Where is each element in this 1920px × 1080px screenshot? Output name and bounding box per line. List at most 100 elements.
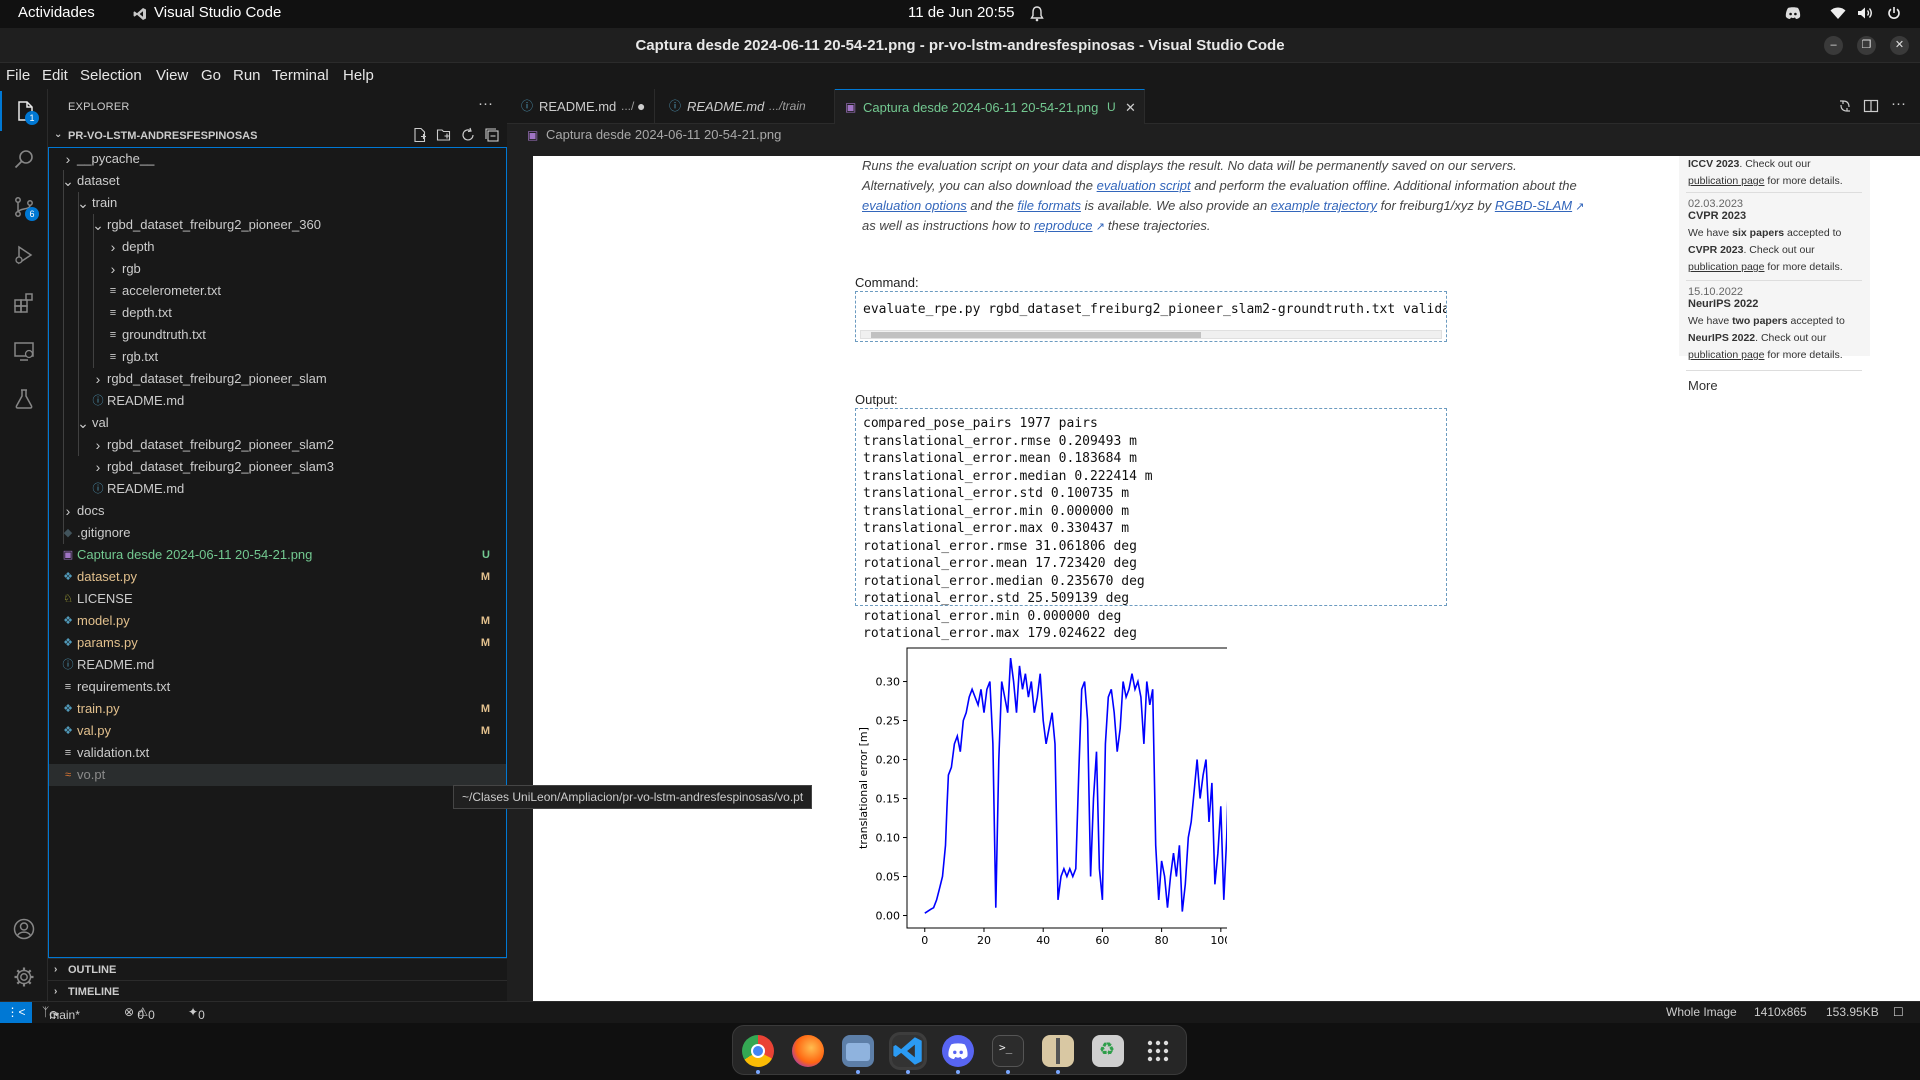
- branch-indicator[interactable]: ᛉ main* ⟳: [42, 1005, 80, 1022]
- extensions-activity-icon[interactable]: [0, 283, 48, 323]
- rgbd-slam-link[interactable]: RGBD-SLAM: [1494, 198, 1573, 213]
- menu-run[interactable]: Run: [233, 67, 261, 84]
- activities-button[interactable]: Actividades: [18, 4, 95, 21]
- tree-file[interactable]: ≡ depth.txt: [49, 302, 506, 324]
- new-folder-icon[interactable]: [436, 127, 452, 146]
- tree-file[interactable]: ≡ rgb.txt: [49, 346, 506, 368]
- ports-indicator[interactable]: ✦ 0: [188, 1005, 205, 1022]
- tab-captura-png[interactable]: ▣ Captura desde 2024-06-11 20-54-21.png …: [835, 89, 1145, 124]
- notification-bell-icon[interactable]: [1030, 6, 1044, 26]
- tree-file[interactable]: ❖ train.py M: [49, 698, 506, 720]
- tree-file[interactable]: ♘ LICENSE: [49, 588, 506, 610]
- tree-folder[interactable]: › docs: [49, 500, 506, 522]
- chrome-icon[interactable]: [742, 1035, 774, 1067]
- tree-folder[interactable]: ⌄ val: [49, 412, 506, 434]
- vscode-dock-icon[interactable]: [892, 1035, 924, 1067]
- remote-explorer-activity-icon[interactable]: [0, 331, 48, 371]
- menu-view[interactable]: View: [156, 67, 189, 84]
- problems-indicator[interactable]: ⊗ 0 ⚠ 0: [124, 1005, 155, 1022]
- menu-help[interactable]: Help: [343, 67, 374, 84]
- menu-selection[interactable]: Selection: [80, 67, 142, 84]
- breadcrumb[interactable]: ▣ Captura desde 2024-06-11 20-54-21.png: [527, 127, 781, 142]
- project-root-row[interactable]: ⌄ PR-VO-LSTM-ANDRESFESPINOSAS: [48, 125, 507, 147]
- tree-folder[interactable]: ⌄ dataset: [49, 170, 506, 192]
- new-file-icon[interactable]: [412, 127, 428, 146]
- editor-more-icon[interactable]: ···: [1891, 95, 1906, 112]
- outline-section[interactable]: › OUTLINE: [48, 958, 507, 980]
- discord-tray-icon[interactable]: [1785, 6, 1801, 24]
- tree-folder[interactable]: ⌄ train: [49, 192, 506, 214]
- tree-file[interactable]: ≡ groundtruth.txt: [49, 324, 506, 346]
- source-control-activity-icon[interactable]: 6: [0, 187, 48, 227]
- firefox-icon[interactable]: [792, 1035, 824, 1067]
- menu-go[interactable]: Go: [201, 67, 222, 84]
- tree-folder[interactable]: › __pycache__: [49, 148, 506, 170]
- close-window-button[interactable]: ✕: [1890, 36, 1909, 55]
- image-zoom-mode[interactable]: Whole Image: [1666, 1005, 1737, 1019]
- tree-folder[interactable]: › depth: [49, 236, 506, 258]
- tree-file[interactable]: ≈ vo.pt: [49, 764, 506, 786]
- more-actions-icon[interactable]: ···: [478, 95, 493, 112]
- accounts-activity-icon[interactable]: [0, 909, 48, 949]
- power-icon[interactable]: [1887, 6, 1901, 24]
- run-debug-activity-icon[interactable]: [0, 235, 48, 275]
- timeline-section[interactable]: › TIMELINE: [48, 980, 507, 1002]
- archive-manager-icon[interactable]: [1042, 1035, 1074, 1067]
- publication-page-link[interactable]: publication page: [1688, 261, 1765, 273]
- reproduce-link[interactable]: reproduce: [1033, 218, 1093, 233]
- tree-file[interactable]: ❖ params.py M: [49, 632, 506, 654]
- tree-file[interactable]: ❖ dataset.py M: [49, 566, 506, 588]
- evaluation-script-link[interactable]: evaluation script: [1096, 178, 1191, 193]
- maximize-button[interactable]: ❐: [1857, 36, 1876, 55]
- publication-page-link[interactable]: publication page: [1688, 349, 1765, 361]
- tree-folder[interactable]: › rgbd_dataset_freiburg2_pioneer_slam3: [49, 456, 506, 478]
- tree-folder[interactable]: ⌄ rgbd_dataset_freiburg2_pioneer_360: [49, 214, 506, 236]
- split-editor-icon[interactable]: [1863, 98, 1879, 119]
- focused-app-name[interactable]: Visual Studio Code: [154, 4, 282, 21]
- tree-file[interactable]: ❖ model.py M: [49, 610, 506, 632]
- remote-indicator-icon[interactable]: ⋮<: [0, 1002, 32, 1023]
- clock[interactable]: 11 de Jun 20:55: [908, 4, 1015, 21]
- volume-icon[interactable]: [1857, 6, 1873, 24]
- tree-folder[interactable]: › rgbd_dataset_freiburg2_pioneer_slam2: [49, 434, 506, 456]
- tree-file[interactable]: ⓘ README.md: [49, 654, 506, 676]
- scrollbar-thumb[interactable]: [871, 332, 1201, 338]
- tree-file[interactable]: ❖ val.py M: [49, 720, 506, 742]
- tree-file[interactable]: ◆ .gitignore: [49, 522, 506, 544]
- notifications-bell-icon[interactable]: ☐: [1893, 1005, 1904, 1019]
- close-tab-icon[interactable]: ✕: [1125, 100, 1136, 115]
- minimize-button[interactable]: –: [1824, 36, 1843, 55]
- tree-file[interactable]: ≡ requirements.txt: [49, 676, 506, 698]
- evaluation-options-link[interactable]: evaluation options: [862, 198, 967, 213]
- collapse-all-icon[interactable]: [484, 127, 500, 146]
- breadcrumb-item[interactable]: Captura desde 2024-06-11 20-54-21.png: [545, 127, 782, 142]
- wifi-icon[interactable]: [1830, 6, 1846, 24]
- tab-readme-train[interactable]: ⓘ README.md .../train: [655, 89, 835, 124]
- tree-file[interactable]: ⓘ README.md: [49, 390, 506, 412]
- trash-icon[interactable]: ♻: [1092, 1035, 1124, 1067]
- show-apps-grid-icon[interactable]: [1142, 1035, 1174, 1067]
- tree-file[interactable]: ≡ validation.txt: [49, 742, 506, 764]
- horizontal-scrollbar[interactable]: [860, 330, 1442, 339]
- unsaved-dot-icon[interactable]: ●: [637, 98, 646, 114]
- menu-terminal[interactable]: Terminal: [272, 67, 329, 84]
- publication-page-link[interactable]: publication page: [1688, 175, 1765, 187]
- tree-folder[interactable]: › rgb: [49, 258, 506, 280]
- more-news-link[interactable]: More: [1688, 378, 1718, 393]
- tree-file[interactable]: ⓘ README.md: [49, 478, 506, 500]
- open-changes-icon[interactable]: [1837, 98, 1853, 119]
- menu-edit[interactable]: Edit: [42, 67, 68, 84]
- discord-icon[interactable]: [942, 1035, 974, 1067]
- refresh-icon[interactable]: [460, 127, 476, 146]
- tab-readme-root[interactable]: ⓘ README.md .../ ●: [507, 89, 655, 124]
- tree-folder[interactable]: › rgbd_dataset_freiburg2_pioneer_slam: [49, 368, 506, 390]
- image-preview[interactable]: Runs the evaluation script on your data …: [533, 156, 1920, 1001]
- tree-file[interactable]: ≡ accelerometer.txt: [49, 280, 506, 302]
- example-trajectory-link[interactable]: example trajectory: [1270, 198, 1378, 213]
- terminal-icon[interactable]: >_: [992, 1035, 1024, 1067]
- testing-activity-icon[interactable]: [0, 379, 48, 419]
- file-formats-link[interactable]: file formats: [1017, 198, 1081, 213]
- tree-file[interactable]: ▣ Captura desde 2024-06-11 20-54-21.png U: [49, 544, 506, 566]
- search-activity-icon[interactable]: [0, 139, 48, 179]
- files-icon[interactable]: [842, 1035, 874, 1067]
